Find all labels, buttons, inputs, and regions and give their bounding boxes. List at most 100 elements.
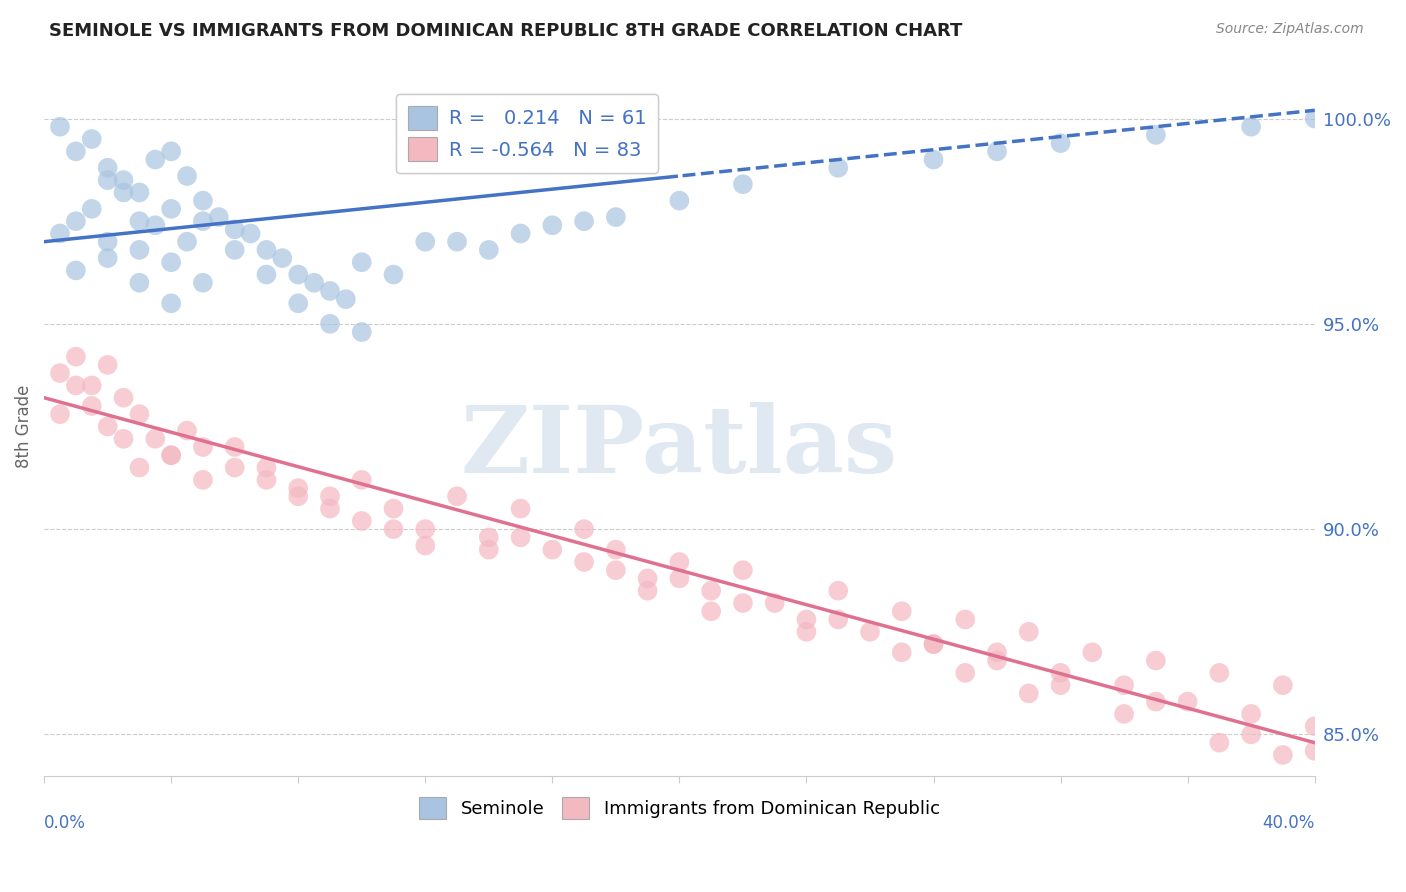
Y-axis label: 8th Grade: 8th Grade [15, 384, 32, 468]
Point [1081, 645, 1104, 659]
Point [478, 243, 501, 257]
Point [1049, 665, 1071, 680]
Point [160, 448, 183, 462]
Point [287, 489, 309, 503]
Point [685, 850, 707, 864]
Point [796, 624, 818, 639]
Point [637, 583, 659, 598]
Point [143, 219, 166, 233]
Point [446, 235, 468, 249]
Point [143, 432, 166, 446]
Point [319, 501, 342, 516]
Point [382, 268, 405, 282]
Point [128, 407, 150, 421]
Point [637, 571, 659, 585]
Point [65, 145, 87, 159]
Point [112, 186, 135, 200]
Point [763, 596, 786, 610]
Point [668, 194, 690, 208]
Point [80, 132, 103, 146]
Point [700, 604, 723, 618]
Point [97, 173, 120, 187]
Point [986, 645, 1008, 659]
Point [1112, 678, 1135, 692]
Point [239, 227, 262, 241]
Point [413, 235, 436, 249]
Point [668, 571, 690, 585]
Point [191, 473, 214, 487]
Point [97, 419, 120, 434]
Point [176, 235, 198, 249]
Point [509, 530, 531, 544]
Point [1018, 686, 1040, 700]
Point [97, 251, 120, 265]
Point [224, 222, 246, 236]
Point [350, 514, 373, 528]
Point [1240, 120, 1263, 134]
Point [160, 296, 183, 310]
Point [112, 173, 135, 187]
Point [541, 219, 564, 233]
Point [572, 214, 595, 228]
Point [1271, 678, 1294, 692]
Point [80, 378, 103, 392]
Point [65, 214, 87, 228]
Point [256, 473, 278, 487]
Point [1018, 624, 1040, 639]
Point [478, 542, 501, 557]
Point [256, 268, 278, 282]
Point [1240, 706, 1263, 721]
Point [112, 391, 135, 405]
Point [605, 210, 627, 224]
Point [287, 268, 309, 282]
Point [1271, 747, 1294, 762]
Point [350, 325, 373, 339]
Point [143, 153, 166, 167]
Point [1049, 678, 1071, 692]
Point [1303, 719, 1326, 733]
Point [890, 645, 912, 659]
Legend: R =   0.214   N = 61, R = -0.564   N = 83: R = 0.214 N = 61, R = -0.564 N = 83 [396, 95, 658, 173]
Point [1144, 654, 1167, 668]
Point [319, 317, 342, 331]
Point [446, 489, 468, 503]
Point [986, 145, 1008, 159]
Point [509, 501, 531, 516]
Point [1144, 128, 1167, 142]
Point [97, 161, 120, 175]
Point [827, 161, 849, 175]
Point [350, 473, 373, 487]
Point [796, 612, 818, 626]
Point [509, 227, 531, 241]
Point [572, 522, 595, 536]
Point [1208, 736, 1230, 750]
Point [700, 583, 723, 598]
Text: Source: ZipAtlas.com: Source: ZipAtlas.com [1216, 22, 1364, 37]
Point [256, 243, 278, 257]
Point [191, 214, 214, 228]
Point [97, 358, 120, 372]
Point [176, 424, 198, 438]
Point [827, 583, 849, 598]
Point [224, 460, 246, 475]
Point [302, 276, 325, 290]
Point [413, 539, 436, 553]
Point [80, 202, 103, 216]
Point [335, 292, 357, 306]
Point [1177, 695, 1199, 709]
Point [1144, 695, 1167, 709]
Point [128, 243, 150, 257]
Point [49, 407, 72, 421]
Text: 0.0%: 0.0% [44, 814, 86, 832]
Point [224, 243, 246, 257]
Point [413, 522, 436, 536]
Point [319, 489, 342, 503]
Point [65, 378, 87, 392]
Point [1208, 665, 1230, 680]
Point [128, 186, 150, 200]
Point [287, 296, 309, 310]
Point [382, 522, 405, 536]
Point [350, 255, 373, 269]
Point [668, 555, 690, 569]
Text: 40.0%: 40.0% [1263, 814, 1315, 832]
